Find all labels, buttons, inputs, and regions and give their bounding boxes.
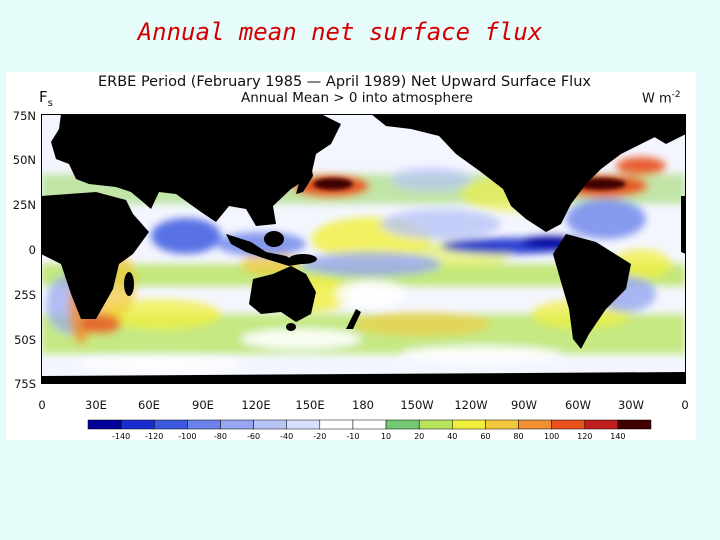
units-exponent: -2 xyxy=(671,90,681,100)
lon-label-0-end: 0 xyxy=(681,398,689,412)
lon-label-90e: 90E xyxy=(192,398,214,412)
colorbar-swatch xyxy=(120,419,155,430)
lon-label-180: 180 xyxy=(352,398,374,412)
colorbar-swatch xyxy=(518,419,552,430)
slide-title: Annual mean net surface flux xyxy=(137,18,543,46)
greenland-landmass xyxy=(631,114,686,144)
variable-label: Fs xyxy=(39,88,53,109)
colorbar-label: 140 xyxy=(610,432,625,441)
colorbar-label: 80 xyxy=(513,432,523,441)
colorbar-label: -60 xyxy=(247,432,260,441)
lat-label-25n: 25N xyxy=(12,198,36,212)
madagascar-landmass xyxy=(124,272,134,296)
colorbar-label: -140 xyxy=(112,432,130,441)
continents xyxy=(41,114,686,384)
lon-label-30w: 30W xyxy=(617,398,645,412)
lon-label-90w: 90W xyxy=(510,398,538,412)
lat-label-50n: 50N xyxy=(12,153,36,167)
eurasia-landmass xyxy=(51,114,341,226)
colorbar-label: -10 xyxy=(346,432,359,441)
colorbar-label: -80 xyxy=(214,432,227,441)
colorbar-swatch xyxy=(584,419,619,430)
lon-label-120e: 120E xyxy=(241,398,271,412)
colorbar-swatch xyxy=(551,419,586,430)
colorbar-label: 10 xyxy=(381,432,391,441)
new-guinea-landmass xyxy=(289,254,317,264)
colorbar-label: -40 xyxy=(280,432,293,441)
colorbar-label: 100 xyxy=(544,432,559,441)
new-zealand-landmass xyxy=(346,309,361,329)
units-text: W m xyxy=(642,91,672,107)
borneo-landmass xyxy=(264,231,284,247)
lat-label-25s: 25S xyxy=(14,288,36,302)
variable-subscript: s xyxy=(47,98,53,109)
colorbar-swatch xyxy=(286,419,321,430)
antarctica-landmass xyxy=(41,372,686,384)
colorbar-swatch xyxy=(220,419,254,430)
colorbar-swatch xyxy=(253,419,287,430)
colorbar-label: 120 xyxy=(577,432,592,441)
units-label: W m-2 xyxy=(642,90,681,106)
lon-label-120w: 120W xyxy=(454,398,488,412)
flux-map xyxy=(41,114,686,384)
figure-title: ERBE Period (February 1985 — April 1989)… xyxy=(98,74,591,90)
colorbar-swatch xyxy=(153,419,188,430)
variable-symbol: F xyxy=(39,88,48,106)
lat-label-50s: 50S xyxy=(14,333,36,347)
colorbar-label: -100 xyxy=(178,432,196,441)
colorbar-swatch xyxy=(617,419,652,430)
colorbar-swatch xyxy=(319,419,354,430)
lat-label-75s: 75S xyxy=(14,377,36,391)
lon-label-30e: 30E xyxy=(85,398,107,412)
colorbar-swatch xyxy=(452,419,486,430)
lon-label-150e: 150E xyxy=(295,398,325,412)
maritime-continent xyxy=(226,234,301,266)
lon-label-0: 0 xyxy=(38,398,46,412)
colorbar-swatch xyxy=(187,419,221,430)
south-america-landmass xyxy=(553,234,631,349)
colorbar-label: 40 xyxy=(447,432,457,441)
colorbar-label: 20 xyxy=(414,432,424,441)
colorbar-swatch xyxy=(485,419,519,430)
colorbar-swatch xyxy=(352,419,387,430)
flux-figure: ERBE Period (February 1985 — April 1989)… xyxy=(6,72,696,441)
colorbar: -140 -120 -100 -80 -60 -40 -20 -10 10 20 40 60 80 100… xyxy=(87,419,652,441)
japan-landmass xyxy=(296,164,313,194)
lat-label-0: 0 xyxy=(28,243,36,257)
africa-landmass xyxy=(41,192,149,319)
lon-label-150w: 150W xyxy=(400,398,434,412)
map-frame xyxy=(41,114,686,384)
lon-label-60e: 60E xyxy=(138,398,160,412)
colorbar-swatch xyxy=(385,419,420,430)
north-america-landmass xyxy=(371,114,666,232)
colorbar-label: -120 xyxy=(145,432,163,441)
lon-label-60w: 60W xyxy=(564,398,592,412)
lat-label-75n: 75N xyxy=(12,109,36,123)
africa-landmass-wrap xyxy=(681,196,686,254)
colorbar-label: -20 xyxy=(313,432,326,441)
colorbar-label: 60 xyxy=(480,432,490,441)
australia-landmass xyxy=(249,266,316,322)
colorbar-swatch xyxy=(87,419,122,430)
colorbar-swatch xyxy=(418,419,453,430)
tasmania-landmass xyxy=(286,323,296,331)
figure-subtitle: Annual Mean > 0 into atmosphere xyxy=(241,90,473,106)
